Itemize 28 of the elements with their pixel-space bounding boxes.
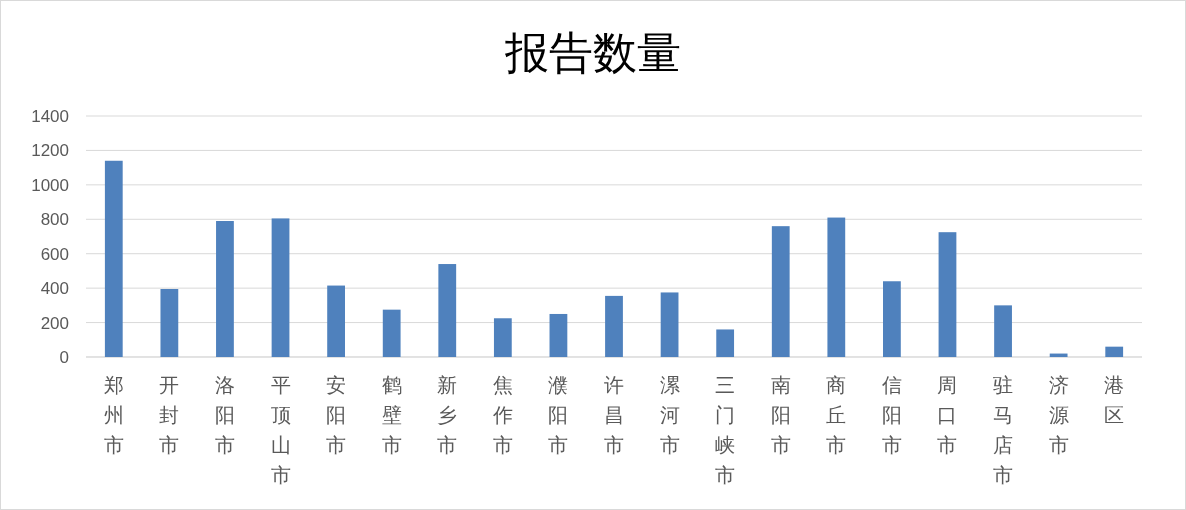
y-tick-label: 200 [40, 313, 69, 333]
x-tick-label: 港区 [1104, 373, 1125, 427]
x-tick-label: 周口市 [937, 373, 958, 457]
y-tick-label: 1400 [31, 107, 69, 126]
x-tick-label: 焦作市 [491, 373, 513, 457]
y-tick-label: 1000 [31, 175, 69, 195]
y-tick-label: 1200 [31, 141, 69, 161]
x-tick-label: 驻马店市 [993, 373, 1014, 487]
x-tick-label: 郑州市 [103, 373, 124, 457]
x-tick-label: 新乡市 [437, 373, 458, 457]
x-tick-label: 商丘市 [826, 373, 847, 457]
x-tick-label: 洛阳市 [214, 373, 235, 457]
x-tick-label: 鹤壁市 [381, 373, 402, 457]
x-tick-label: 平顶山市 [270, 373, 291, 487]
chart-title: 报告数量 [504, 27, 681, 78]
x-tick-label: 信阳市 [881, 373, 902, 457]
x-tick-label: 三门峡市 [715, 373, 736, 487]
x-tick-label: 开封市 [159, 373, 180, 457]
x-tick-label: 漯河市 [659, 373, 680, 457]
x-tick-label: 许昌市 [604, 373, 624, 457]
x-tick-label: 济源市 [1048, 373, 1069, 457]
x-tick-label: 安阳市 [326, 373, 347, 457]
x-tick-label: 濮阳市 [548, 373, 569, 457]
y-tick-label: 800 [40, 210, 69, 230]
y-tick-label: 0 [59, 348, 69, 367]
x-tick-label: 南阳市 [770, 373, 791, 457]
y-tick-label: 600 [40, 244, 69, 264]
y-tick-label: 400 [40, 279, 69, 299]
